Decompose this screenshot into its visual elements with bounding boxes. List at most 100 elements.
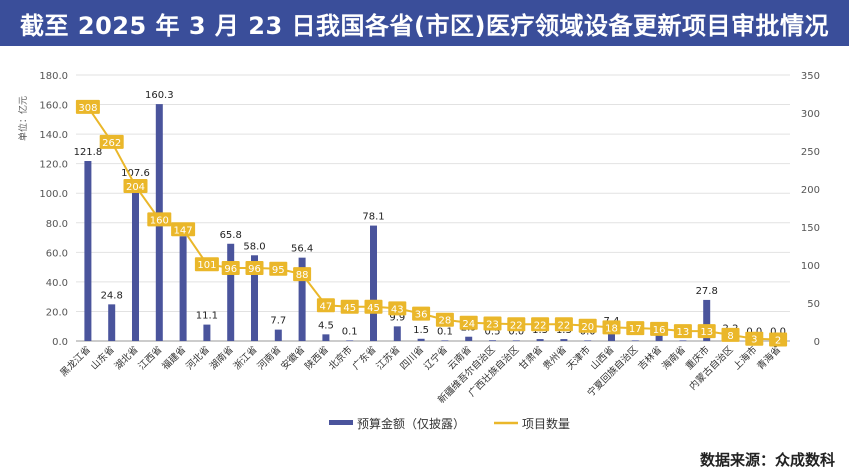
line-point-label: 2 <box>775 335 781 346</box>
bar <box>108 304 116 341</box>
bar <box>370 225 377 341</box>
line-point-label: 16 <box>653 325 666 336</box>
x-tick-label: 甘肃省 <box>517 344 546 373</box>
bar-value-label: 78.1 <box>362 212 384 223</box>
line-point-label-box <box>123 178 148 193</box>
bar <box>441 340 449 341</box>
bar <box>465 336 473 341</box>
bar <box>393 326 401 341</box>
line-point-label: 45 <box>367 303 380 314</box>
y-left-tick-label: 0.0 <box>52 337 68 348</box>
line-point-label-box <box>745 331 764 346</box>
bar <box>132 181 139 341</box>
bar-value-label: 4.5 <box>318 320 334 331</box>
line-point-label-box <box>721 327 740 342</box>
line-point-label-box <box>364 299 383 314</box>
chart-title: 截至 2025 年 3 月 23 日我国各省(市区)医疗领域设备更新项目审批情况 <box>20 11 829 40</box>
bar <box>227 243 235 341</box>
line-point-label: 8 <box>727 331 733 342</box>
x-tick-label: 湖北省 <box>112 344 141 373</box>
line-point-label-box <box>245 261 264 276</box>
x-tick-label: 江西省 <box>136 344 165 373</box>
y-left-tick-label: 20.0 <box>46 307 68 318</box>
bar-value-label: 0.0 <box>770 326 786 337</box>
line-point-label-box <box>316 298 335 313</box>
bar-value-label: 11.1 <box>196 311 218 322</box>
bar <box>560 339 568 341</box>
line-point-label-box <box>99 134 124 149</box>
line-point-label: 3 <box>751 335 757 346</box>
line-point-label: 28 <box>439 316 452 327</box>
bar-value-label: 7.7 <box>270 316 286 327</box>
line-point-label-box <box>194 257 219 272</box>
legend-swatch-bar <box>329 420 353 425</box>
y-right-tick-label: 200 <box>801 185 820 196</box>
line-point-label-box <box>483 316 502 331</box>
bar <box>608 330 615 341</box>
line-point-label-box <box>75 99 100 114</box>
bar-value-label: 1.5 <box>413 325 429 336</box>
line-point-label: 101 <box>197 260 216 271</box>
y-right-tick-label: 250 <box>801 147 820 158</box>
x-tick-label: 贵州省 <box>540 344 569 373</box>
bar <box>631 340 639 341</box>
x-tick-label: 湖南省 <box>207 344 236 373</box>
line-point-label-box <box>626 321 645 336</box>
line-point-label: 88 <box>296 270 309 281</box>
bar-value-label: 56.4 <box>291 244 313 255</box>
x-tick-label: 海南省 <box>659 344 688 373</box>
line-point-label: 308 <box>78 103 97 114</box>
line-point-label: 96 <box>224 264 237 275</box>
legend-label-line: 项目数量 <box>522 416 570 431</box>
bar-value-label: 0.1 <box>437 326 453 337</box>
bar <box>584 340 592 341</box>
y-left-tick-label: 60.0 <box>46 248 68 259</box>
line-point-label: 147 <box>174 225 193 236</box>
line-point-label-box <box>507 317 526 332</box>
bar <box>84 161 92 341</box>
title-banner: 截至 2025 年 3 月 23 日我国各省(市区)医疗领域设备更新项目审批情况 <box>0 0 849 46</box>
bar <box>298 257 306 341</box>
line-point-label-box <box>531 317 550 332</box>
line-point-label: 36 <box>415 310 428 321</box>
bar <box>203 324 211 341</box>
y-left-tick-label: 40.0 <box>46 278 68 289</box>
line-point-label: 160 <box>150 215 169 226</box>
bar <box>417 338 425 341</box>
x-tick-label: 福建省 <box>160 344 189 373</box>
x-tick-label: 河南省 <box>255 344 284 373</box>
line-point-label: 13 <box>700 327 713 338</box>
x-tick-label: 黑龙江省 <box>58 344 93 379</box>
x-tick-label: 天津市 <box>564 343 593 372</box>
x-tick-label: 青海省 <box>755 344 784 373</box>
y-right-tick-label: 150 <box>801 223 820 234</box>
x-tick-label: 辽宁省 <box>421 344 450 373</box>
line-point-label-box <box>171 222 196 237</box>
line-point-label-box <box>435 312 454 327</box>
x-tick-label: 山东省 <box>88 344 117 373</box>
bar-value-label: 58.0 <box>243 241 265 252</box>
line-point-label-box <box>602 320 621 335</box>
bar <box>536 339 544 341</box>
line-point-label: 18 <box>605 323 618 334</box>
bar-value-label: 107.6 <box>121 168 150 179</box>
y-right-tick-label: 0 <box>814 337 820 348</box>
line-point-label: 22 <box>558 320 571 331</box>
bar-value-label: 24.8 <box>101 290 123 301</box>
line-point-label: 96 <box>248 264 261 275</box>
line-point-label-box <box>412 306 431 321</box>
line-point-label-box <box>769 332 788 347</box>
y-left-tick-label: 100.0 <box>39 189 68 200</box>
line-point-label-box <box>147 212 172 227</box>
line-point-label-box <box>459 315 478 330</box>
bar-value-label: 65.8 <box>220 230 242 241</box>
line-point-label: 45 <box>343 303 356 314</box>
line-point-label: 262 <box>102 138 121 149</box>
legend-label-bar: 预算金额（仅披露） <box>357 416 465 431</box>
line-point-label: 13 <box>677 327 690 338</box>
bar <box>703 299 711 341</box>
line-point-label-box <box>269 261 288 276</box>
chart: 0.020.040.060.080.0100.0120.0140.0160.01… <box>17 71 820 431</box>
line-point-label: 204 <box>126 182 145 193</box>
bar-value-label: 0.1 <box>342 326 358 337</box>
